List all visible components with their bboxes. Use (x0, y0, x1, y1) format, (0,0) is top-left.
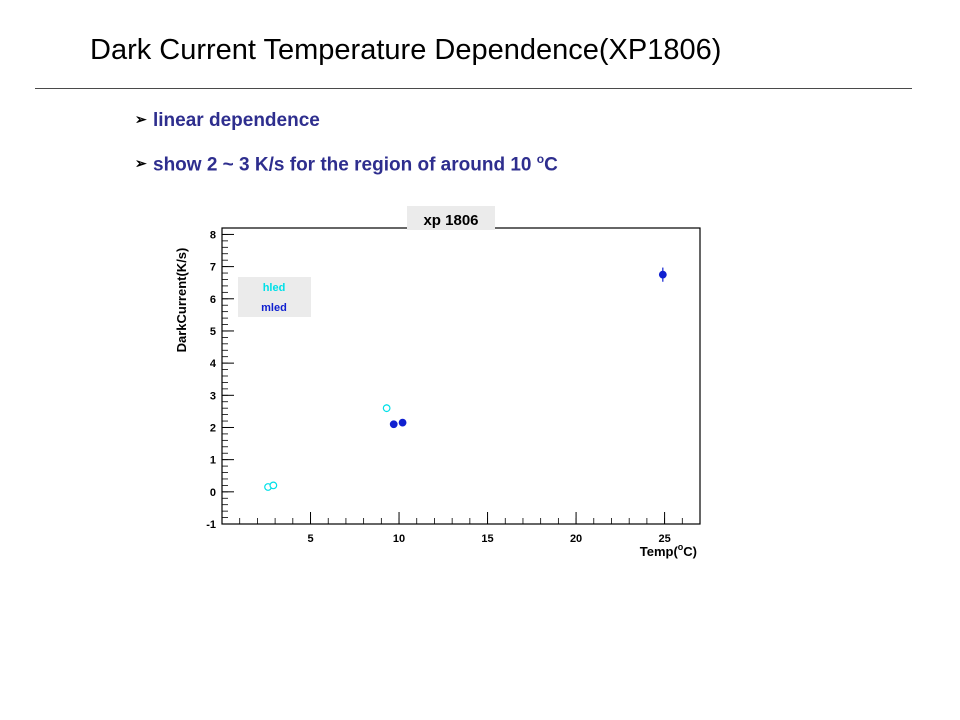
y-tick-label: 8 (210, 229, 216, 241)
plot-frame (221, 227, 701, 525)
legend: hled mled (238, 277, 311, 317)
y-tick-label: 3 (210, 390, 216, 402)
x-tick-label: 10 (393, 533, 405, 545)
arrow-bullet-icon: ➢ (135, 111, 147, 127)
bullet-item: ➢ linear dependence (135, 110, 558, 152)
legend-entry-mled: mled (261, 302, 287, 314)
y-axis-label: DarkCurrent(K/s) (174, 248, 189, 353)
arrow-bullet-icon: ➢ (135, 155, 147, 172)
x-tick-label: 25 (658, 533, 670, 545)
bullet-item: ➢ show 2 ~ 3 K/s for the region of around… (135, 152, 558, 194)
data-point-mled (658, 270, 667, 279)
data-point-hled (269, 481, 278, 490)
data-point-mled (389, 420, 398, 429)
slide-title: Dark Current Temperature Dependence(XP18… (90, 34, 722, 66)
y-tick-label: 7 (210, 262, 216, 274)
data-point-hled (382, 404, 391, 413)
scatter-chart: xp 1806 DarkCurrent(K/s) Temp(oC) hled m… (174, 206, 701, 559)
x-axis-label: Temp(oC) (640, 542, 697, 559)
title-divider (35, 88, 912, 89)
data-point-mled (398, 418, 407, 427)
y-tick-label: 4 (210, 358, 217, 370)
y-tick-label: 2 (210, 422, 216, 434)
x-tick-label: 15 (481, 533, 493, 545)
y-tick-label: 1 (210, 455, 216, 467)
bullet-text-end: C (544, 154, 558, 176)
x-tick-label: 20 (570, 533, 582, 545)
y-tick-label: -1 (206, 519, 216, 531)
x-tick-label: 5 (307, 533, 313, 545)
legend-entry-hled: hled (263, 282, 286, 294)
chart-title-box: xp 1806 (407, 206, 495, 230)
bullet-text: linear dependence (153, 110, 320, 131)
y-tick-label: 5 (210, 326, 216, 338)
y-tick-label: 6 (210, 294, 216, 306)
chart-title: xp 1806 (423, 212, 478, 229)
bullet-text: show 2 ~ 3 K/s for the region of around … (153, 154, 537, 176)
y-tick-label: 0 (210, 487, 216, 499)
bullet-list: ➢ linear dependence ➢ show 2 ~ 3 K/s for t… (135, 110, 558, 194)
degree-superscript: o (536, 152, 545, 166)
